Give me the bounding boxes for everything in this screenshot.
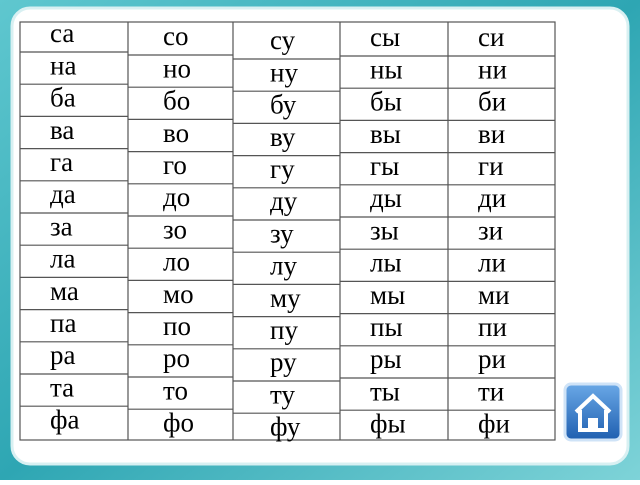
syllable: си xyxy=(478,22,504,52)
syllable: фа xyxy=(50,405,79,435)
syllable: ри xyxy=(478,344,506,374)
syllable: вы xyxy=(370,119,401,149)
syllable: фу xyxy=(270,412,301,442)
syllable: пы xyxy=(370,312,403,342)
syllable: ги xyxy=(478,151,504,181)
table-border xyxy=(19,21,556,441)
syllable: ди xyxy=(478,183,506,213)
syllable: са xyxy=(50,18,74,48)
syllable: ра xyxy=(50,340,76,370)
syllable: су xyxy=(270,25,296,55)
syllable: ты xyxy=(370,376,400,406)
syllable: га xyxy=(50,147,73,177)
syllable: гу xyxy=(270,154,295,184)
syllable: за xyxy=(50,211,73,241)
syllable: зу xyxy=(270,218,294,248)
table-grid xyxy=(20,22,555,440)
syllable: во xyxy=(163,118,189,148)
syllable: ту xyxy=(270,379,295,409)
syllable: зо xyxy=(163,214,187,244)
syllable: лу xyxy=(270,251,297,281)
syllable: ба xyxy=(50,83,76,113)
syllable: ру xyxy=(270,347,297,377)
syllable: ми xyxy=(478,280,510,310)
syllable: ли xyxy=(478,248,506,278)
syllable: мо xyxy=(163,279,194,309)
home-button[interactable] xyxy=(563,382,623,442)
syllable: ды xyxy=(370,183,402,213)
syllable: бо xyxy=(163,86,190,116)
syllable: гы xyxy=(370,151,399,181)
syllable: ла xyxy=(50,244,75,274)
syllable: па xyxy=(50,308,76,338)
syllable: сы xyxy=(370,22,400,52)
syllable: ву xyxy=(270,122,296,152)
syllable: ва xyxy=(50,115,74,145)
syllable: фы xyxy=(370,409,406,439)
syllable: да xyxy=(50,179,76,209)
syllable: до xyxy=(163,182,190,212)
syllable: ви xyxy=(478,119,505,149)
syllable: то xyxy=(163,375,188,405)
syllable: пу xyxy=(270,315,298,345)
syllable: мы xyxy=(370,280,405,310)
syllable: ти xyxy=(478,376,504,406)
syllable: фо xyxy=(163,408,194,438)
syllable: та xyxy=(50,372,74,402)
syllable: го xyxy=(163,150,187,180)
syllable: ни xyxy=(478,54,507,84)
syllable: ры xyxy=(370,344,402,374)
syllable: му xyxy=(270,283,301,313)
syllable: ло xyxy=(163,247,190,277)
syllable: би xyxy=(478,87,506,117)
syllable: зы xyxy=(370,215,399,245)
syllable: пи xyxy=(478,312,507,342)
syllable: со xyxy=(163,21,188,51)
syllable: ду xyxy=(270,186,298,216)
syllable: на xyxy=(50,50,76,80)
syllable: но xyxy=(163,53,191,83)
syllable: бы xyxy=(370,87,402,117)
syllable: ны xyxy=(370,54,403,84)
syllable: бу xyxy=(270,90,297,120)
syllable: зи xyxy=(478,215,503,245)
syllable: ну xyxy=(270,57,298,87)
panel xyxy=(10,6,630,466)
syllable: ма xyxy=(50,276,79,306)
syllable: по xyxy=(163,311,191,341)
syllable: лы xyxy=(370,248,402,278)
syllable: ро xyxy=(163,343,190,373)
syllable: фи xyxy=(478,409,510,439)
